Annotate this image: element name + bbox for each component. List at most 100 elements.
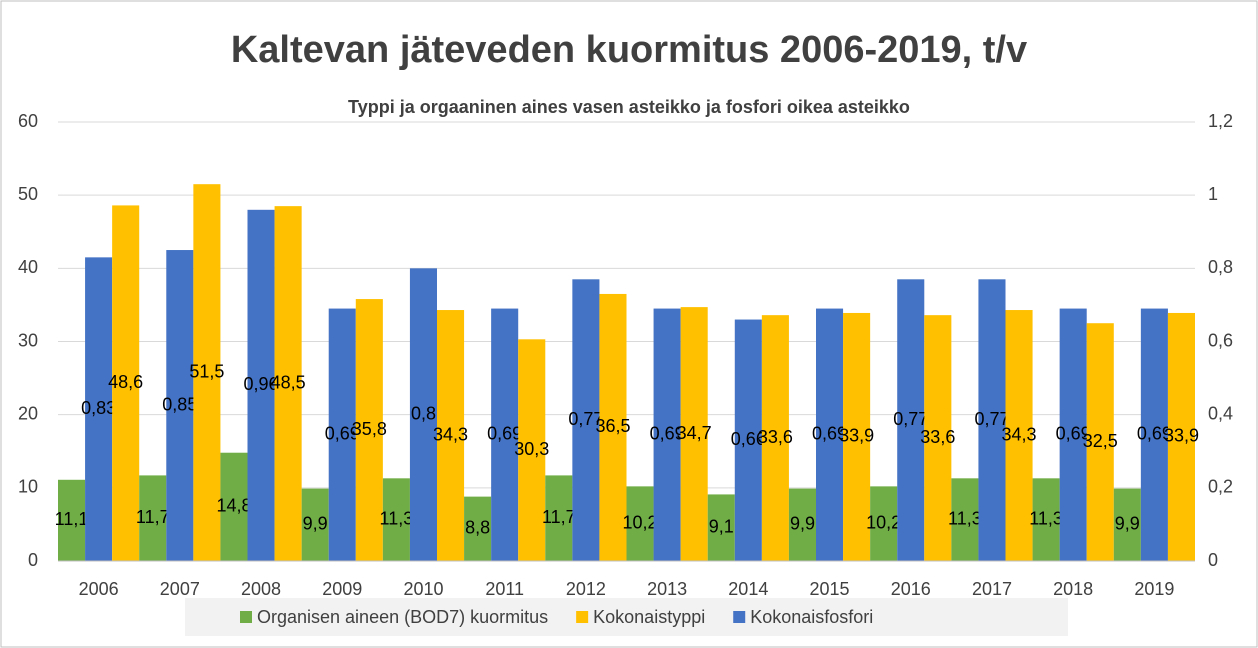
legend-box bbox=[185, 598, 1068, 636]
data-label: 51,5 bbox=[189, 361, 224, 381]
data-label: 11,1 bbox=[55, 509, 89, 529]
data-label: 8,8 bbox=[465, 518, 490, 538]
bar bbox=[1086, 323, 1114, 561]
data-label: 0,77 bbox=[568, 409, 603, 429]
y2-tick-label: 1 bbox=[1208, 184, 1218, 204]
data-label: 0,85 bbox=[162, 394, 197, 414]
data-label: 34,7 bbox=[677, 423, 712, 443]
data-label: 0,69 bbox=[812, 424, 847, 444]
bar bbox=[1059, 308, 1087, 561]
bar bbox=[761, 315, 789, 561]
data-label: 34,3 bbox=[433, 424, 468, 444]
bar bbox=[58, 479, 86, 561]
legend-label: Kokonaisfosfori bbox=[750, 607, 873, 627]
y2-tick-label: 0,6 bbox=[1208, 330, 1233, 350]
x-tick-label: 2019 bbox=[1134, 579, 1174, 599]
x-tick-label: 2014 bbox=[728, 579, 768, 599]
data-label: 32,5 bbox=[1083, 431, 1118, 451]
bar bbox=[572, 279, 600, 561]
x-tick-label: 2012 bbox=[566, 579, 606, 599]
data-label: 33,6 bbox=[920, 427, 955, 447]
bar bbox=[274, 206, 302, 561]
x-tick-label: 2008 bbox=[241, 579, 281, 599]
data-label: 0,8 bbox=[411, 403, 436, 423]
y-tick-label: 20 bbox=[18, 403, 38, 423]
y2-tick-label: 0,4 bbox=[1208, 403, 1233, 423]
y-tick-label: 30 bbox=[18, 330, 38, 350]
bar bbox=[897, 279, 925, 561]
x-tick-label: 2015 bbox=[810, 579, 850, 599]
bar bbox=[1032, 478, 1060, 561]
y-tick-label: 40 bbox=[18, 257, 38, 277]
data-label: 11,3 bbox=[948, 508, 982, 528]
bar bbox=[1005, 310, 1033, 561]
legend-swatch bbox=[240, 611, 252, 623]
bar bbox=[707, 494, 735, 561]
data-label: 10,2 bbox=[866, 512, 901, 532]
x-tick-label: 2013 bbox=[647, 579, 687, 599]
x-tick-label: 2007 bbox=[160, 579, 200, 599]
bar bbox=[653, 308, 681, 561]
bar bbox=[870, 486, 898, 561]
bar bbox=[166, 250, 194, 561]
bar bbox=[464, 496, 492, 561]
data-label: 10,2 bbox=[623, 512, 658, 532]
bar bbox=[247, 209, 275, 562]
data-label: 33,9 bbox=[1164, 426, 1199, 446]
data-label: 35,8 bbox=[352, 419, 387, 439]
bar bbox=[680, 307, 708, 561]
bar bbox=[843, 312, 871, 561]
data-label: 0,69 bbox=[487, 424, 522, 444]
data-label: 11,3 bbox=[380, 508, 414, 528]
bar bbox=[220, 452, 248, 561]
y2-tick-label: 0,8 bbox=[1208, 257, 1233, 277]
bar bbox=[545, 475, 573, 561]
data-label: 9,9 bbox=[790, 514, 815, 534]
bar bbox=[1167, 312, 1195, 561]
data-label: 48,6 bbox=[108, 372, 143, 392]
bar bbox=[951, 478, 979, 561]
x-tick-label: 2018 bbox=[1053, 579, 1093, 599]
y2-tick-label: 0,2 bbox=[1208, 477, 1233, 497]
bar bbox=[409, 268, 437, 561]
bar bbox=[924, 315, 952, 561]
bar bbox=[816, 308, 844, 561]
y-tick-label: 50 bbox=[18, 184, 38, 204]
bar bbox=[491, 308, 519, 561]
legend-label: Organisen aineen (BOD7) kuormitus bbox=[257, 607, 548, 627]
bar bbox=[355, 299, 383, 561]
x-tick-label: 2017 bbox=[972, 579, 1012, 599]
data-label: 9,1 bbox=[709, 516, 734, 536]
data-label: 36,5 bbox=[595, 416, 630, 436]
bar bbox=[139, 475, 167, 561]
x-tick-label: 2006 bbox=[79, 579, 119, 599]
data-label: 14,8 bbox=[216, 496, 251, 516]
y2-tick-label: 0 bbox=[1208, 550, 1218, 570]
bar bbox=[301, 488, 329, 561]
y-tick-label: 60 bbox=[18, 111, 38, 131]
bar bbox=[626, 486, 654, 561]
y2-tick-label: 1,2 bbox=[1208, 111, 1233, 131]
data-label: 9,9 bbox=[1115, 514, 1140, 534]
data-label: 0,69 bbox=[1056, 424, 1091, 444]
data-label: 33,6 bbox=[758, 427, 793, 447]
data-label: 0,69 bbox=[325, 424, 360, 444]
bar bbox=[328, 308, 356, 561]
legend-swatch bbox=[576, 611, 589, 623]
x-tick-label: 2016 bbox=[891, 579, 931, 599]
bar bbox=[193, 184, 221, 562]
data-label: 0,77 bbox=[974, 409, 1009, 429]
bar bbox=[1140, 308, 1168, 561]
data-label: 48,5 bbox=[271, 372, 306, 392]
data-label: 0,83 bbox=[81, 398, 116, 418]
bar bbox=[788, 488, 816, 561]
x-tick-label: 2009 bbox=[322, 579, 362, 599]
data-label: 11,3 bbox=[1029, 508, 1063, 528]
data-label: 0,66 bbox=[731, 429, 766, 449]
legend-label: Kokonaistyppi bbox=[593, 607, 705, 627]
bar bbox=[518, 339, 546, 561]
data-label: 9,9 bbox=[303, 514, 328, 534]
bar bbox=[112, 205, 140, 561]
x-tick-label: 2010 bbox=[403, 579, 443, 599]
